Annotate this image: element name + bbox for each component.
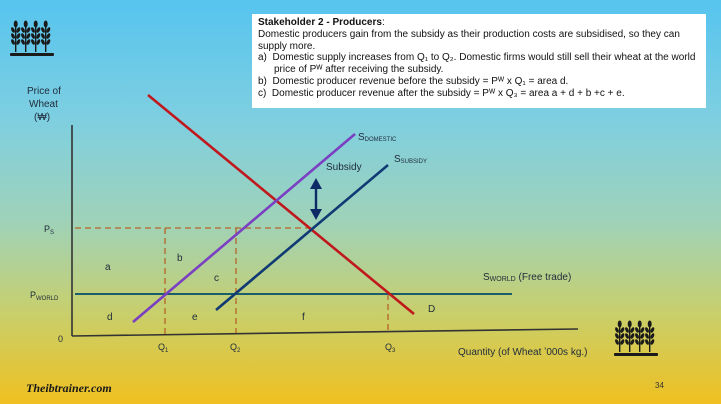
y-axis-label-line1: Price of [27, 86, 61, 97]
q1-label: Q1 [158, 342, 169, 354]
area-f-label: f [302, 312, 305, 323]
item-marker: c) [258, 87, 267, 99]
item-text: Domestic producer revenue after the subs… [271, 87, 625, 99]
item-marker: b) [258, 75, 267, 87]
origin-label: 0 [58, 334, 63, 344]
q2-label: Q2 [230, 342, 241, 354]
subsidy-label: Subsidy [326, 162, 362, 173]
x-axis-label: Quantity (of Wheat ʼ000s kg.) [458, 347, 588, 358]
area-c-label: c [214, 273, 219, 284]
subsidy-supply-label: SSUBSIDY [394, 154, 427, 165]
x-axis [71, 328, 579, 337]
logo: Theibtrainer.com [26, 381, 112, 395]
title-colon: : [381, 17, 385, 28]
price-ps-label: PS [44, 224, 54, 236]
y-axis-label-line3: (₩) [34, 112, 50, 123]
item-text: Domestic supply increases from Q₁ to Q₂.… [272, 52, 696, 76]
demand-label: D [428, 304, 435, 315]
item-text: Domestic producer revenue before the sub… [272, 75, 569, 87]
page-number: 34 [655, 381, 664, 390]
area-a-label: a [105, 262, 111, 273]
textbox-title: Stakeholder 2 - Producers [258, 17, 382, 28]
area-b-label: b [177, 253, 183, 264]
textbox-item: c) Domestic producer revenue after the s… [258, 88, 700, 100]
area-e-label: e [192, 312, 198, 323]
subsidy-arrow-icon [310, 178, 322, 220]
q3-label: Q3 [385, 342, 396, 354]
wheat-icon [614, 320, 658, 356]
world-supply-label: SWORLD (Free trade) [483, 272, 571, 283]
subsidy-supply-curve [215, 164, 389, 311]
domestic-supply-label: SDOMESTIC [358, 132, 397, 143]
item-marker: a) [258, 52, 267, 64]
area-d-label: d [107, 312, 113, 323]
demand-curve [147, 93, 415, 316]
y-axis-label-line2: Wheat [29, 99, 58, 110]
textbox-item: b) Domestic producer revenue before the … [258, 76, 700, 88]
price-world-label: PWORLD [30, 290, 59, 302]
wheat-icon [10, 20, 54, 56]
textbox-intro: Domestic producers gain from the subsidy… [258, 28, 680, 52]
textbox-item: a) Domestic supply increases from Q₁ to … [258, 52, 700, 76]
explanation-textbox: Stakeholder 2 - Producers: Domestic prod… [252, 14, 706, 108]
domestic-supply-curve [132, 133, 356, 323]
